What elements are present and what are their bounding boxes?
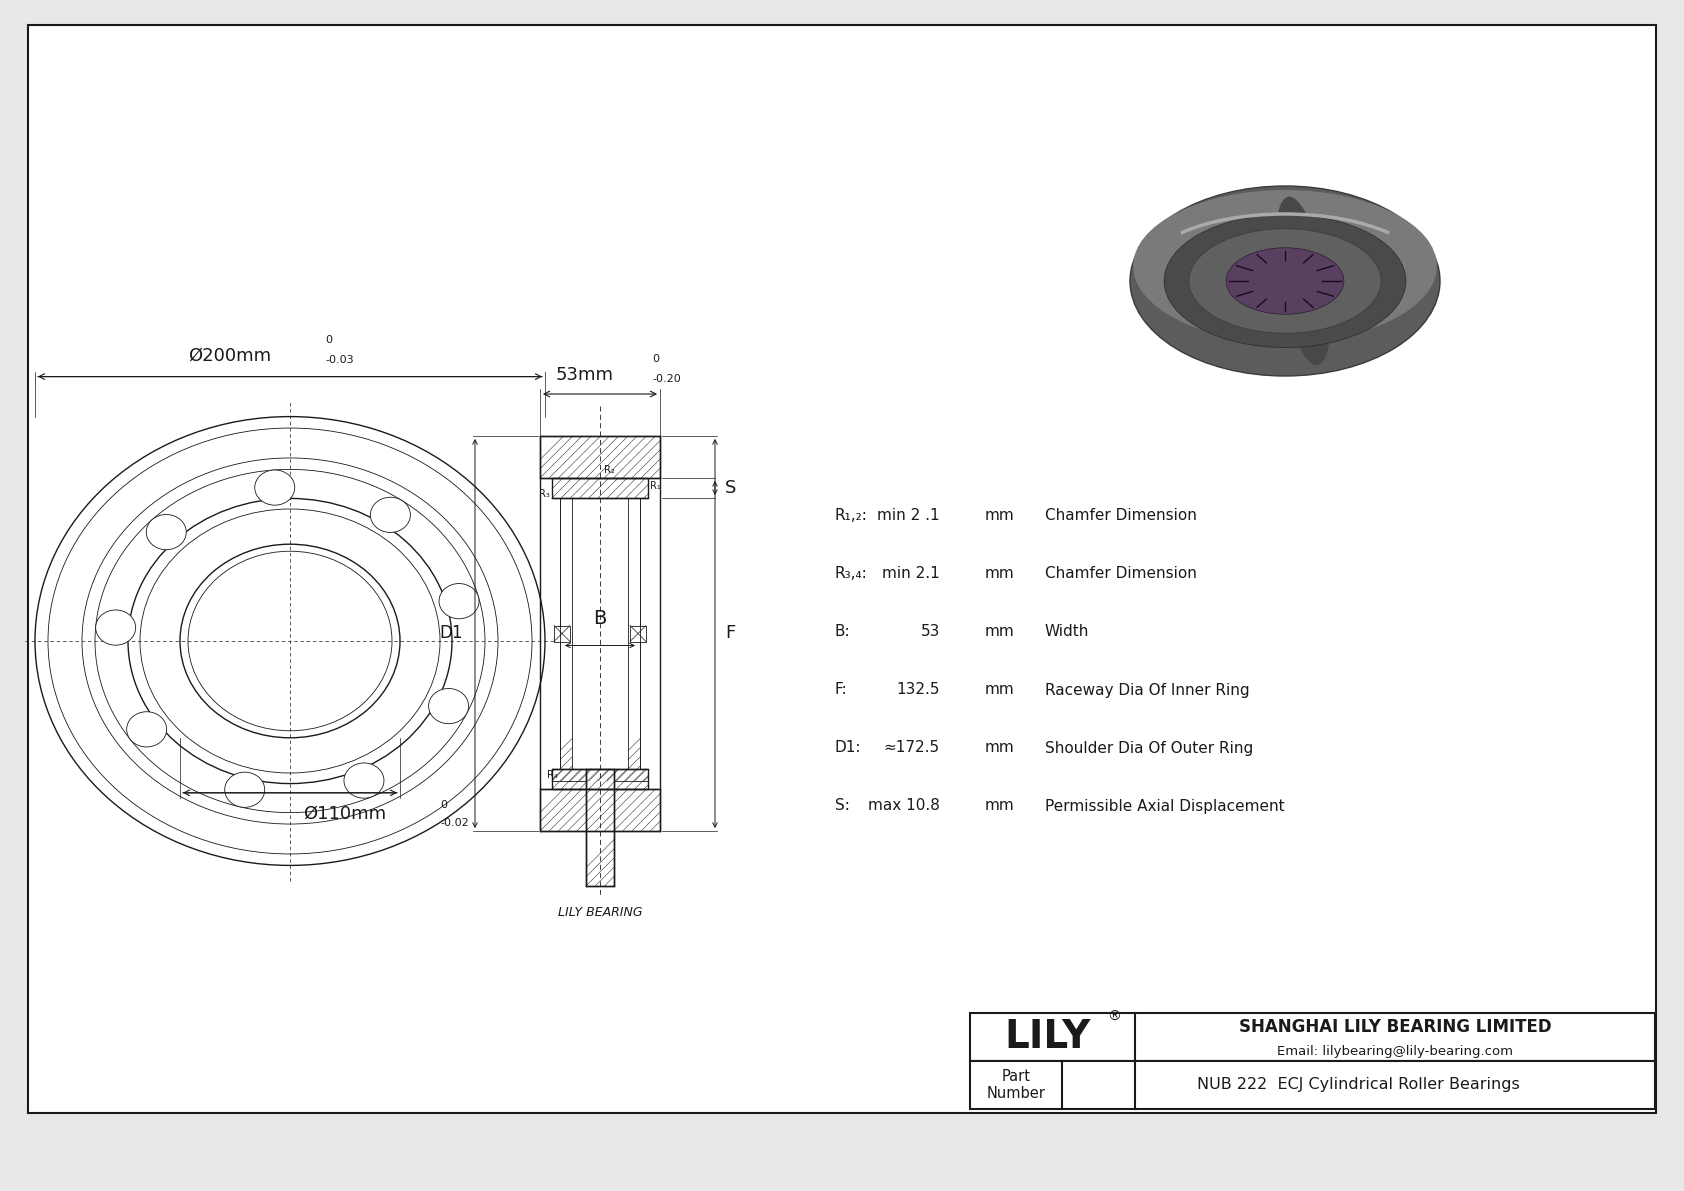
Text: Chamfer Dimension: Chamfer Dimension xyxy=(1046,567,1197,581)
Text: D1:: D1: xyxy=(835,741,862,755)
Text: Shoulder Dia Of Outer Ring: Shoulder Dia Of Outer Ring xyxy=(1046,741,1253,755)
Text: R₄: R₄ xyxy=(547,771,557,780)
Text: NUB 222  ECJ Cylindrical Roller Bearings: NUB 222 ECJ Cylindrical Roller Bearings xyxy=(1197,1078,1521,1092)
Text: -0.03: -0.03 xyxy=(325,355,354,364)
Text: Part
Number: Part Number xyxy=(987,1068,1046,1102)
Text: D1: D1 xyxy=(440,624,463,642)
Text: R₁,₂:: R₁,₂: xyxy=(835,509,867,524)
Bar xyxy=(970,1061,1655,1109)
Text: 53mm: 53mm xyxy=(556,366,615,384)
Text: R₃: R₃ xyxy=(539,490,551,499)
Text: SHANGHAI LILY BEARING LIMITED: SHANGHAI LILY BEARING LIMITED xyxy=(1239,1018,1551,1036)
Ellipse shape xyxy=(440,584,478,619)
Ellipse shape xyxy=(344,763,384,798)
Text: mm: mm xyxy=(985,509,1015,524)
Bar xyxy=(541,788,660,831)
Text: max 10.8: max 10.8 xyxy=(869,798,940,813)
Ellipse shape xyxy=(254,470,295,505)
Text: LILY BEARING: LILY BEARING xyxy=(557,906,642,919)
Bar xyxy=(552,478,648,498)
Text: B:: B: xyxy=(835,624,850,640)
Text: 0: 0 xyxy=(440,800,446,810)
Ellipse shape xyxy=(96,610,136,646)
Ellipse shape xyxy=(370,498,411,532)
Bar xyxy=(554,625,569,642)
Text: 0: 0 xyxy=(325,335,332,344)
Text: mm: mm xyxy=(985,567,1015,581)
Ellipse shape xyxy=(1133,191,1436,342)
Text: ≈172.5: ≈172.5 xyxy=(884,741,940,755)
Ellipse shape xyxy=(1226,248,1344,314)
Text: R₂: R₂ xyxy=(605,464,615,475)
Bar xyxy=(552,769,648,788)
Text: Width: Width xyxy=(1046,624,1090,640)
Text: mm: mm xyxy=(985,682,1015,698)
Text: R₁: R₁ xyxy=(650,481,660,491)
Text: Email: lilybearing@lily-bearing.com: Email: lilybearing@lily-bearing.com xyxy=(1276,1046,1512,1059)
Text: S:: S: xyxy=(835,798,850,813)
Text: 0: 0 xyxy=(652,354,658,364)
Text: 53: 53 xyxy=(921,624,940,640)
Text: S: S xyxy=(726,479,736,497)
Bar xyxy=(586,769,615,886)
Ellipse shape xyxy=(224,772,264,807)
Text: Ø110mm: Ø110mm xyxy=(303,805,387,823)
Text: R₃,₄:: R₃,₄: xyxy=(835,567,867,581)
Text: ®: ® xyxy=(1108,1010,1122,1024)
Bar xyxy=(630,625,647,642)
Text: Raceway Dia Of Inner Ring: Raceway Dia Of Inner Ring xyxy=(1046,682,1250,698)
Text: Permissible Axial Displacement: Permissible Axial Displacement xyxy=(1046,798,1285,813)
Text: F:: F: xyxy=(835,682,847,698)
Bar xyxy=(561,498,573,769)
Ellipse shape xyxy=(1130,186,1440,376)
Ellipse shape xyxy=(1276,197,1330,366)
Ellipse shape xyxy=(126,712,167,747)
Text: 132.5: 132.5 xyxy=(896,682,940,698)
Text: min 2 .1: min 2 .1 xyxy=(877,509,940,524)
Text: -0.02: -0.02 xyxy=(440,818,468,828)
Text: B: B xyxy=(593,609,606,628)
Text: mm: mm xyxy=(985,798,1015,813)
Text: mm: mm xyxy=(985,624,1015,640)
Ellipse shape xyxy=(1189,229,1381,333)
Text: Chamfer Dimension: Chamfer Dimension xyxy=(1046,509,1197,524)
Text: min 2.1: min 2.1 xyxy=(882,567,940,581)
Bar xyxy=(541,436,660,478)
Text: mm: mm xyxy=(985,741,1015,755)
Ellipse shape xyxy=(429,688,468,724)
Ellipse shape xyxy=(1164,214,1406,348)
Ellipse shape xyxy=(147,515,187,550)
Text: Ø200mm: Ø200mm xyxy=(189,347,271,364)
Bar xyxy=(970,1014,1655,1061)
Text: -0.20: -0.20 xyxy=(652,374,680,384)
Bar xyxy=(628,498,640,769)
Text: F: F xyxy=(726,624,736,642)
Text: LILY: LILY xyxy=(1004,1018,1091,1056)
